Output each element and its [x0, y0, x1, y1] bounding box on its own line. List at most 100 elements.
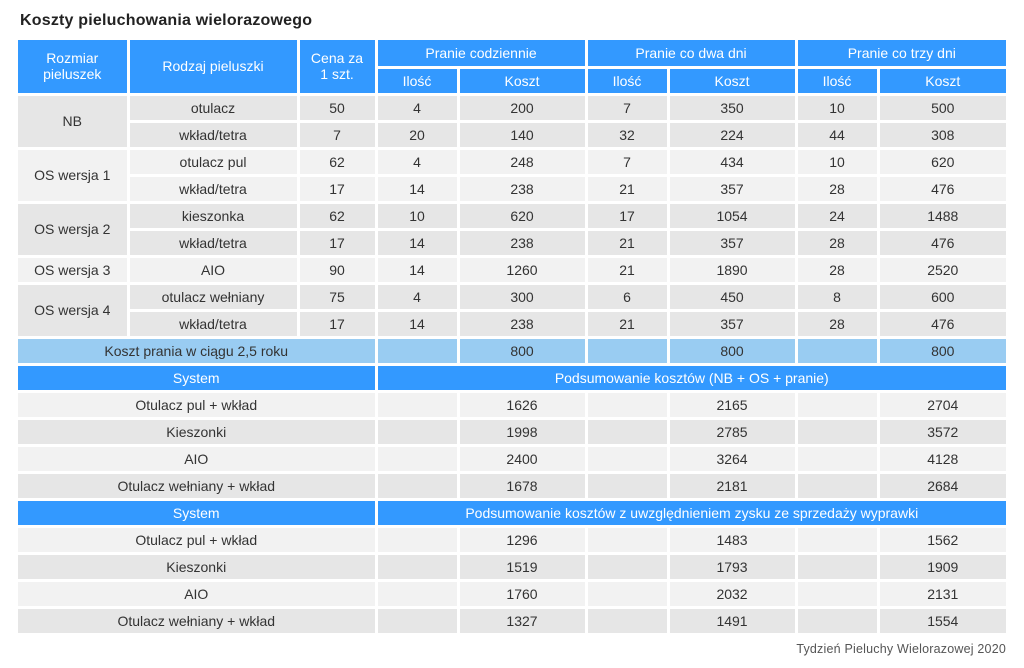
type-cell: AIO	[128, 256, 298, 283]
col-rodzaj: Rodzaj pieluszki	[128, 40, 298, 94]
wash-cost-row: Koszt prania w ciągu 2,5 roku800800800	[18, 337, 1006, 364]
summary-row: Otulacz pul + wkład129614831562	[18, 526, 1006, 553]
col-cena: Cena za 1 szt.	[298, 40, 376, 94]
value-cell: 10	[376, 202, 458, 229]
value-cell: 300	[458, 283, 586, 310]
summary-header: Podsumowanie kosztów (NB + OS + pranie)	[376, 364, 1006, 391]
value-cell: 224	[668, 121, 796, 148]
summary-value: 1760	[458, 580, 586, 607]
value-cell: 476	[878, 310, 1006, 337]
col-grp3: Pranie co trzy dni	[796, 40, 1006, 67]
summary-blank	[586, 607, 668, 634]
table-row: wkład/tetra17142382135728476	[18, 229, 1006, 256]
price-cell: 7	[298, 121, 376, 148]
summary-blank	[376, 391, 458, 418]
system-label: System	[18, 499, 376, 526]
summary-value: 1793	[668, 553, 796, 580]
summary-blank	[376, 553, 458, 580]
summary-blank	[586, 445, 668, 472]
table-row: NBotulacz504200735010500	[18, 94, 1006, 121]
summary-name: AIO	[18, 580, 376, 607]
summary-blank	[586, 472, 668, 499]
summary-value: 1296	[458, 526, 586, 553]
value-cell: 8	[796, 283, 878, 310]
type-cell: wkład/tetra	[128, 121, 298, 148]
summary-blank	[586, 553, 668, 580]
summary-name: Otulacz wełniany + wkład	[18, 472, 376, 499]
summary-name: AIO	[18, 445, 376, 472]
summary-value: 2165	[668, 391, 796, 418]
table-row: wkład/tetra17142382135728476	[18, 310, 1006, 337]
summary-row: Otulacz pul + wkład162621652704	[18, 391, 1006, 418]
summary-value: 1519	[458, 553, 586, 580]
col-koszt-3: Koszt	[878, 67, 1006, 94]
summary-value: 2131	[878, 580, 1006, 607]
value-cell: 21	[586, 175, 668, 202]
summary-value: 1554	[878, 607, 1006, 634]
value-cell: 28	[796, 310, 878, 337]
wash-cost-blank	[586, 337, 668, 364]
summary-blank	[796, 391, 878, 418]
value-cell: 7	[586, 94, 668, 121]
summary1-header-row: SystemPodsumowanie kosztów (NB + OS + pr…	[18, 364, 1006, 391]
value-cell: 238	[458, 229, 586, 256]
value-cell: 21	[586, 229, 668, 256]
summary-value: 3572	[878, 418, 1006, 445]
value-cell: 14	[376, 310, 458, 337]
value-cell: 350	[668, 94, 796, 121]
table-row: OS wersja 2kieszonka6210620171054241488	[18, 202, 1006, 229]
summary-blank	[796, 472, 878, 499]
value-cell: 10	[796, 148, 878, 175]
summary-blank	[796, 607, 878, 634]
summary-value: 1678	[458, 472, 586, 499]
value-cell: 14	[376, 256, 458, 283]
col-grp1: Pranie codziennie	[376, 40, 586, 67]
summary-name: Otulacz pul + wkład	[18, 526, 376, 553]
value-cell: 620	[878, 148, 1006, 175]
summary-row: Kieszonki199827853572	[18, 418, 1006, 445]
value-cell: 1260	[458, 256, 586, 283]
summary-blank	[586, 580, 668, 607]
value-cell: 248	[458, 148, 586, 175]
value-cell: 600	[878, 283, 1006, 310]
wash-cost-label: Koszt prania w ciągu 2,5 roku	[18, 337, 376, 364]
summary-blank	[376, 526, 458, 553]
summary-value: 2400	[458, 445, 586, 472]
value-cell: 7	[586, 148, 668, 175]
summary-value: 1909	[878, 553, 1006, 580]
value-cell: 357	[668, 175, 796, 202]
wash-cost-blank	[376, 337, 458, 364]
table-row: OS wersja 1otulacz pul624248743410620	[18, 148, 1006, 175]
col-ilosc-2: Ilość	[586, 67, 668, 94]
summary-value: 1562	[878, 526, 1006, 553]
type-cell: wkład/tetra	[128, 310, 298, 337]
value-cell: 10	[796, 94, 878, 121]
value-cell: 357	[668, 310, 796, 337]
summary-row: Kieszonki151917931909	[18, 553, 1006, 580]
price-cell: 17	[298, 175, 376, 202]
value-cell: 14	[376, 229, 458, 256]
price-cell: 50	[298, 94, 376, 121]
col-grp2: Pranie co dwa dni	[586, 40, 796, 67]
size-cell: OS wersja 3	[18, 256, 128, 283]
value-cell: 24	[796, 202, 878, 229]
summary-blank	[376, 418, 458, 445]
value-cell: 200	[458, 94, 586, 121]
value-cell: 500	[878, 94, 1006, 121]
summary-blank	[796, 418, 878, 445]
summary-value: 2704	[878, 391, 1006, 418]
summary-value: 1491	[668, 607, 796, 634]
value-cell: 21	[586, 310, 668, 337]
summary-blank	[586, 418, 668, 445]
value-cell: 450	[668, 283, 796, 310]
summary-name: Otulacz pul + wkład	[18, 391, 376, 418]
type-cell: kieszonka	[128, 202, 298, 229]
page-title: Koszty pieluchowania wielorazowego	[20, 12, 1006, 30]
value-cell: 620	[458, 202, 586, 229]
value-cell: 476	[878, 229, 1006, 256]
value-cell: 308	[878, 121, 1006, 148]
table-row: wkład/tetra17142382135728476	[18, 175, 1006, 202]
col-ilosc-1: Ilość	[376, 67, 458, 94]
col-ilosc-3: Ilość	[796, 67, 878, 94]
size-cell: NB	[18, 94, 128, 148]
